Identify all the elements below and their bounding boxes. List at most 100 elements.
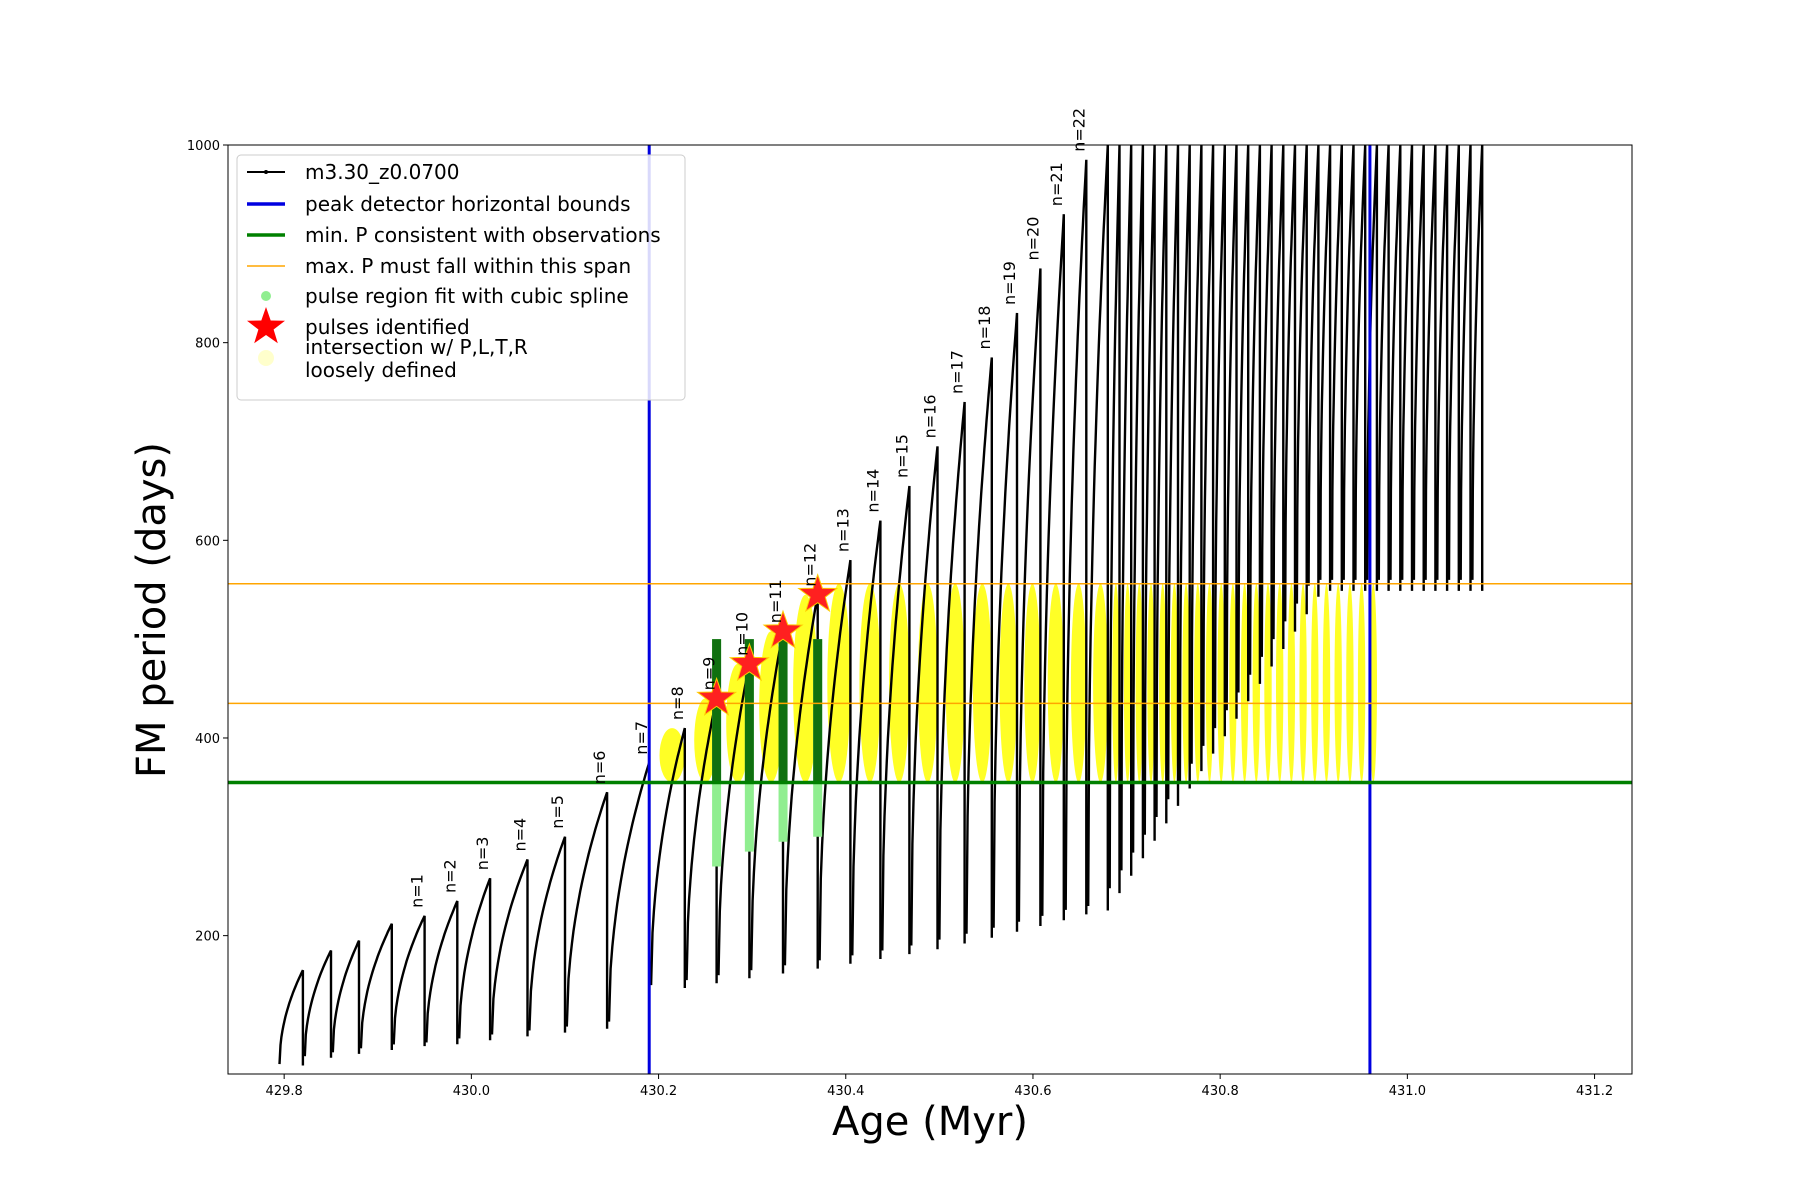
track-segment [1248,145,1262,684]
pulse-label: n=20 [1023,217,1042,261]
track-segment [1225,145,1238,719]
track-segment [1307,145,1320,597]
intersection-fill [1194,583,1202,783]
track-segment [1471,145,1484,591]
intersection-fill [1346,583,1354,783]
track-segment [1131,145,1145,859]
pulse-label: n=3 [473,837,492,871]
track-segment [528,836,567,1033]
track-segment [1401,145,1414,591]
x-tick-label: 431.0 [1389,1084,1426,1099]
pulse-label: n=22 [1069,108,1088,152]
intersection-fill [945,583,965,783]
legend-label: pulse region fit with cubic spline [305,284,629,308]
pulse-star [728,642,770,682]
pulse-label: n=11 [766,579,785,623]
x-axis: 429.8 430.0 430.2 430.4 430.6 430.8 431.0 431.2 [266,1074,1613,1099]
track-segment [1284,145,1297,632]
track-segment [1108,145,1121,894]
pulse-label: n=9 [700,657,719,691]
legend-label: m3.30_z0.0700 [305,160,460,184]
y-tick-label: 800 [195,337,220,352]
track-segment [607,762,651,1024]
track-segment [331,940,361,1054]
pulse-label: n=2 [440,859,459,893]
intersection-fill [1147,583,1155,783]
track-segment [1272,145,1285,649]
x-tick-label: 430.8 [1202,1084,1239,1099]
x-tick-label: 430.6 [1014,1084,1051,1099]
intersection-fill [1311,583,1319,783]
track-segment [392,915,426,1047]
track-segment [1424,145,1437,591]
intersection-fill [1123,583,1132,783]
x-tick-label: 430.0 [453,1084,490,1099]
legend-label: pulses identified [305,315,470,339]
track-segment [1064,159,1088,915]
track-segment [783,594,819,969]
legend-box [236,154,686,401]
track-segment [881,485,911,955]
intersection-fill [1205,583,1214,783]
track-segment [649,727,686,988]
x-tick-label: 431.2 [1576,1084,1613,1099]
y-tick-label: 200 [195,930,220,945]
intersection-fill [1182,583,1190,783]
track-segment [938,401,966,944]
track-segment [1447,145,1460,591]
intersection-fill [1264,583,1272,783]
pulse-star [762,609,804,649]
track-segment [490,859,529,1037]
intersection-fill [1240,583,1249,783]
legend-label: intersection w/ P,L,T,R [305,335,528,359]
intersection-fill [1334,583,1342,783]
intersection-fill [1299,583,1307,783]
pulse-label: n=14 [863,469,882,513]
track-segment [1436,145,1449,591]
intersection-fill [1369,583,1378,783]
pulse-label: n=15 [892,434,911,478]
legend-swatch [247,307,285,344]
legend-swatch-dot [264,170,268,174]
intersection-fill [972,583,992,783]
intersection-fill [1093,583,1108,783]
track-segment [1202,145,1215,754]
legend-label: min. P consistent with observations [305,223,661,247]
pulse-label: n=1 [408,874,427,908]
track-segment [1295,145,1308,615]
track-segment [1213,145,1226,737]
track-segment [818,559,852,964]
track-segment [1459,145,1472,591]
track-segment [565,791,609,1029]
track-segment [1330,145,1343,591]
x-axis-label: Age (Myr) [832,1099,1028,1145]
intersection-fill [659,728,685,783]
intersection-fill [1252,583,1261,783]
pulse-label: n=21 [1047,162,1066,206]
intersection-fill [1070,583,1087,783]
track-segment [1237,145,1250,702]
pulse-label: n=18 [975,306,994,350]
pulse-labels: n=1 n=2 n=3 n=4 n=5 n=6 n=7 n=8 n=9 n=10 n=11 n=12 n… [408,108,1089,908]
intersection-fill [1112,583,1120,783]
track-segment [1178,145,1191,789]
intersection-fill [1217,583,1225,783]
x-tick-label: 429.8 [266,1084,303,1099]
plot-frame [227,144,1633,1075]
y-tick-label: 600 [195,534,220,549]
pulse-label: n=17 [948,350,967,394]
intersection-fill [1357,583,1366,783]
pulse-star [696,676,738,716]
track-segment [359,923,393,1050]
intersection-fill [793,594,818,783]
intersection-fill [1159,583,1167,783]
pulse-label: n=7 [632,721,651,755]
track-segment [992,312,1019,932]
track-segment [1342,145,1355,591]
track-segment [965,357,993,938]
legend-label: peak detector horizontal bounds [305,192,631,216]
spline-regions [712,639,823,867]
track-segment [1120,145,1133,876]
intersection-fill [917,583,938,783]
model-track [278,145,1484,1066]
